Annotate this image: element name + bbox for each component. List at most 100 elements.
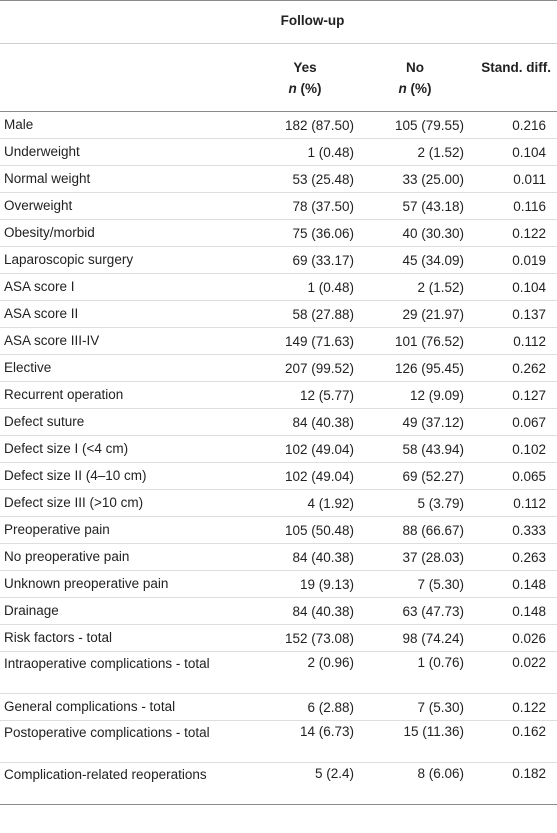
cell-stand-diff: 0.112 <box>470 327 557 355</box>
cell-no: 33 (25.00) <box>360 165 470 193</box>
cell-yes: 84 (40.38) <box>250 408 360 436</box>
cell-stand-diff: 0.122 <box>470 693 557 721</box>
table-row: General complications - total 6 (2.88) 7 (… <box>0 693 557 721</box>
cell-stand-diff: 0.102 <box>470 435 557 463</box>
cell-no: 1 (0.76) <box>360 651 470 694</box>
table-row: Defect size I (<4 cm) 102 (49.04) 58 (43.9… <box>0 435 557 463</box>
cell-yes: 1 (0.48) <box>250 138 360 166</box>
row-label: Unknown preoperative pain <box>0 570 250 598</box>
table-row: Preoperative pain 105 (50.48) 88 (66.67) 0.… <box>0 516 557 544</box>
cell-no: 12 (9.09) <box>360 381 470 409</box>
row-label: ASA score III-IV <box>0 327 250 355</box>
table-row: No preoperative pain 84 (40.38) 37 (28.03)… <box>0 543 557 571</box>
row-label: Postoperative complications - total <box>0 720 250 763</box>
row-label: Drainage <box>0 597 250 625</box>
cell-no: 69 (52.27) <box>360 462 470 490</box>
table-row: Unknown preoperative pain 19 (9.13) 7 (5.3… <box>0 570 557 598</box>
column-header-stand-diff: Stand. diff. <box>481 60 551 75</box>
cell-stand-diff: 0.162 <box>470 720 557 763</box>
cell-stand-diff: 0.065 <box>470 462 557 490</box>
table-row: ASA score II 58 (27.88) 29 (21.97) 0.137 <box>0 300 557 328</box>
cell-yes: 5 (2.4) <box>250 762 360 805</box>
cell-no: 105 (79.55) <box>360 112 470 139</box>
cell-yes: 53 (25.48) <box>250 165 360 193</box>
table-row: Male 182 (87.50) 105 (79.55) 0.216 <box>0 112 557 139</box>
row-label: Laparoscopic surgery <box>0 246 250 274</box>
cell-yes: 4 (1.92) <box>250 489 360 517</box>
table-row: Complication-related reoperations 5 (2.4)… <box>0 762 557 805</box>
table-row: Drainage 84 (40.38) 63 (47.73) 0.148 <box>0 597 557 625</box>
table-row: Postoperative complications - total 14 (6… <box>0 720 557 763</box>
cell-no: 58 (43.94) <box>360 435 470 463</box>
row-label: General complications - total <box>0 693 250 721</box>
cell-no: 57 (43.18) <box>360 192 470 220</box>
cell-no: 45 (34.09) <box>360 246 470 274</box>
cell-stand-diff: 0.122 <box>470 219 557 247</box>
cell-no: 88 (66.67) <box>360 516 470 544</box>
table-row: Recurrent operation 12 (5.77) 12 (9.09) 0.1… <box>0 381 557 409</box>
cell-stand-diff: 0.104 <box>470 138 557 166</box>
cell-yes: 102 (49.04) <box>250 435 360 463</box>
cell-no: 15 (11.36) <box>360 720 470 763</box>
cell-yes: 69 (33.17) <box>250 246 360 274</box>
row-label: Intraoperative complications - total <box>0 651 250 694</box>
row-label: ASA score I <box>0 273 250 301</box>
table-row: Laparoscopic surgery 69 (33.17) 45 (34.09)… <box>0 246 557 274</box>
cell-no: 40 (30.30) <box>360 219 470 247</box>
group-title: Follow-up <box>280 13 345 28</box>
cell-no: 2 (1.52) <box>360 273 470 301</box>
cell-yes: 207 (99.52) <box>250 354 360 382</box>
cell-stand-diff: 0.067 <box>470 408 557 436</box>
cell-yes: 182 (87.50) <box>250 112 360 139</box>
cell-stand-diff: 0.263 <box>470 543 557 571</box>
cell-no: 49 (37.12) <box>360 408 470 436</box>
column-header-no: No n (%) <box>398 60 432 96</box>
cell-yes: 12 (5.77) <box>250 381 360 409</box>
table-row: Risk factors - total 152 (73.08) 98 (74.24… <box>0 624 557 652</box>
cell-stand-diff: 0.148 <box>470 570 557 598</box>
row-label: Elective <box>0 354 250 382</box>
row-label: Defect size I (<4 cm) <box>0 435 250 463</box>
cell-yes: 2 (0.96) <box>250 651 360 694</box>
cell-yes: 78 (37.50) <box>250 192 360 220</box>
cell-stand-diff: 0.182 <box>470 762 557 805</box>
cell-yes: 58 (27.88) <box>250 300 360 328</box>
row-label: ASA score II <box>0 300 250 328</box>
cell-stand-diff: 0.019 <box>470 246 557 274</box>
cell-stand-diff: 0.112 <box>470 489 557 517</box>
table-row: Intraoperative complications - total 2 (0… <box>0 651 557 694</box>
cell-yes: 1 (0.48) <box>250 273 360 301</box>
row-label: Preoperative pain <box>0 516 250 544</box>
cell-no: 5 (3.79) <box>360 489 470 517</box>
cell-stand-diff: 0.148 <box>470 597 557 625</box>
table-row: Elective 207 (99.52) 126 (95.45) 0.262 <box>0 354 557 382</box>
table-row: ASA score III-IV 149 (71.63) 101 (76.52) 0.… <box>0 327 557 355</box>
group-header: Follow-up <box>0 0 557 44</box>
table-row: Normal weight 53 (25.48) 33 (25.00) 0.011 <box>0 165 557 193</box>
cell-yes: 152 (73.08) <box>250 624 360 652</box>
cell-stand-diff: 0.026 <box>470 624 557 652</box>
cell-yes: 149 (71.63) <box>250 327 360 355</box>
cell-yes: 6 (2.88) <box>250 693 360 721</box>
column-header-row: Yes n (%) No n (%) Stand. diff. <box>0 44 557 112</box>
row-label: Normal weight <box>0 165 250 193</box>
table-row: Obesity/morbid 75 (36.06) 40 (30.30) 0.122 <box>0 219 557 247</box>
row-label: Complication-related reoperations <box>0 762 250 805</box>
cell-stand-diff: 0.262 <box>470 354 557 382</box>
cell-stand-diff: 0.022 <box>470 651 557 694</box>
row-label: Male <box>0 112 250 139</box>
cell-no: 98 (74.24) <box>360 624 470 652</box>
cell-yes: 19 (9.13) <box>250 570 360 598</box>
cell-no: 8 (6.06) <box>360 762 470 805</box>
cell-yes: 105 (50.48) <box>250 516 360 544</box>
cell-stand-diff: 0.127 <box>470 381 557 409</box>
column-header-yes: Yes n (%) <box>288 60 322 96</box>
row-label: No preoperative pain <box>0 543 250 571</box>
row-label: Defect suture <box>0 408 250 436</box>
table-body: Male 182 (87.50) 105 (79.55) 0.216 Underweig… <box>0 112 557 805</box>
cell-stand-diff: 0.104 <box>470 273 557 301</box>
table-row: Overweight 78 (37.50) 57 (43.18) 0.116 <box>0 192 557 220</box>
cell-yes: 84 (40.38) <box>250 543 360 571</box>
cell-no: 2 (1.52) <box>360 138 470 166</box>
cell-no: 29 (21.97) <box>360 300 470 328</box>
